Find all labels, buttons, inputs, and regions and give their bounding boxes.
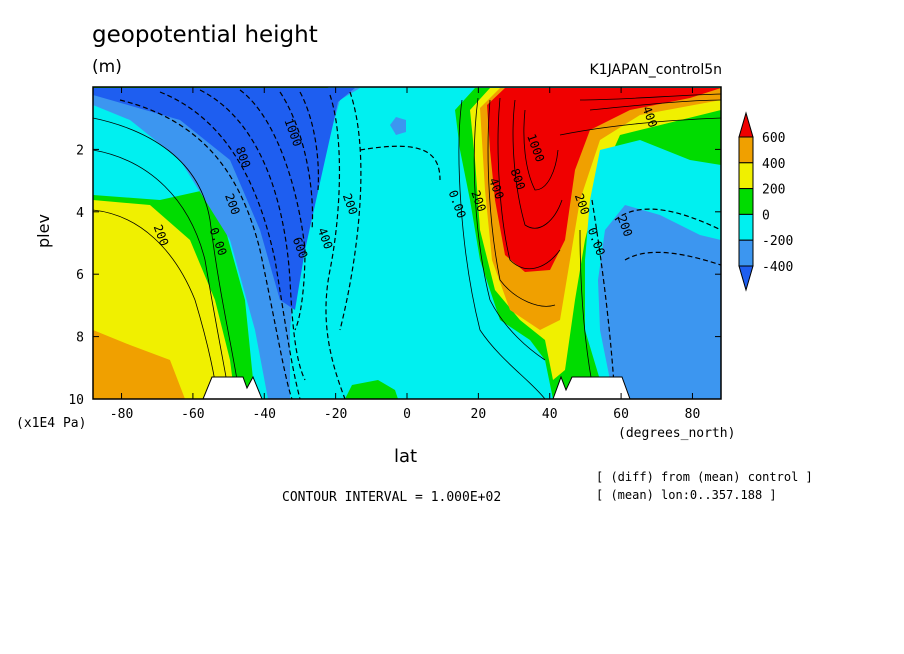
contour-line: [579, 229, 596, 399]
contour-line: [93, 149, 231, 399]
x-tick-label: 80: [685, 407, 701, 422]
colorbar-label: -400: [762, 260, 793, 275]
colorbar: 600 400 200 0 -200 -400: [738, 111, 793, 292]
contour-line: [559, 117, 721, 136]
contour-line: [458, 99, 546, 399]
colorbar-bottom-arrow: [738, 265, 754, 292]
topography-right: [552, 375, 631, 400]
y-tick-label: 6: [76, 268, 84, 283]
contour-line: [93, 209, 219, 399]
contour-line: [614, 208, 721, 231]
colorbar-label: 0: [762, 208, 770, 223]
x-tick-label: 40: [542, 407, 558, 422]
colorbar-label: -200: [762, 234, 793, 249]
colorbar-segment: [738, 136, 754, 164]
field-equator-positive: [345, 380, 398, 399]
run-name: K1JAPAN_control5n: [589, 62, 722, 78]
field-south-400: [93, 330, 185, 399]
contour-label: 0.00: [585, 226, 608, 258]
chart-units: (m): [92, 57, 122, 77]
x-tick-label: -60: [181, 407, 204, 422]
y-tick-label: 4: [76, 206, 84, 221]
colorbar-segment: [738, 162, 754, 190]
field-north-400: [480, 88, 721, 330]
field-north-neg-lobe: [598, 205, 721, 399]
field-north-neg-zone: [585, 140, 721, 399]
contour-label: 200: [615, 213, 636, 238]
contour-line: [299, 91, 319, 191]
contour-line: [589, 99, 721, 111]
contour-label: 200: [572, 192, 593, 217]
contour-line: [119, 99, 293, 399]
colorbar-segment: [738, 213, 754, 241]
contour-line: [579, 93, 721, 101]
contour-line: [325, 94, 346, 399]
chart-title: geopotential height: [92, 22, 318, 48]
field-south-200: [93, 200, 235, 399]
topography-left: [202, 375, 263, 400]
contour-label: 0.00: [446, 188, 469, 220]
contour-line: [339, 91, 362, 331]
contour-line: [159, 91, 301, 399]
contour-line: [359, 145, 441, 181]
y-axis-unit: (x1E4 Pa): [16, 416, 87, 431]
field-south-neg-lobe: [93, 88, 360, 399]
note-diff: [ (diff) from (mean) control ]: [596, 470, 813, 484]
plot-frame: [92, 86, 722, 400]
contour-label: 200: [222, 192, 243, 217]
contour-label: 200: [468, 188, 489, 213]
field-north-peak: [487, 88, 721, 272]
contour-line: [512, 99, 563, 229]
contour-line: [473, 97, 546, 361]
field-north-positive: [455, 88, 721, 399]
contour-label: 400: [640, 104, 661, 129]
x-axis-label: lat: [394, 446, 418, 467]
contour-line: [487, 99, 556, 307]
x-tick-label: 20: [471, 407, 487, 422]
field-background: [93, 87, 721, 399]
contour-line: [624, 251, 721, 266]
colorbar-top-arrow: [738, 111, 754, 138]
colorbar-label: 600: [762, 131, 785, 146]
contour-line: [93, 117, 241, 399]
contour-line: [497, 97, 561, 269]
y-tick-label: 8: [76, 331, 84, 346]
colorbar-segment: [738, 239, 754, 267]
x-tick-label: -80: [110, 407, 133, 422]
x-tick-label: 0: [403, 407, 411, 422]
contour-line: [591, 199, 616, 399]
contour-interval: CONTOUR INTERVAL = 1.000E+02: [282, 490, 502, 505]
contour-line: [199, 89, 306, 381]
field-south-upper-neg: [93, 88, 330, 200]
x-axis-unit: (degrees_north): [618, 426, 736, 441]
contour-line: [239, 89, 306, 331]
x-tick-label: -40: [253, 407, 276, 422]
contour-label: 600: [290, 235, 311, 260]
y-tick-label: 2: [76, 143, 84, 158]
colorbar-label: 400: [762, 157, 785, 172]
contour-label: 0.00: [207, 226, 230, 258]
field-south-deep-neg: [93, 88, 355, 310]
contour-label: 800: [508, 167, 529, 192]
field-equator-negative: [390, 117, 406, 135]
field-south-positive: [93, 87, 330, 399]
contour-label: 1000: [524, 132, 547, 164]
colorbar-label: 200: [762, 183, 785, 198]
contour-line: [523, 109, 559, 191]
x-tick-label: 60: [613, 407, 629, 422]
y-tick-label: 10: [68, 393, 84, 408]
contour-label: 200: [340, 192, 361, 217]
contour-label: 800: [233, 145, 254, 170]
contour-label: 1000: [281, 116, 304, 148]
contour-label: 400: [486, 176, 507, 201]
x-tick-label: -20: [324, 407, 347, 422]
colorbar-segment: [738, 188, 754, 215]
field-north-200: [470, 88, 721, 380]
contour-label: 400: [315, 226, 336, 251]
note-mean: [ (mean) lon:0..357.188 ]: [596, 488, 777, 502]
contour-label: 200: [151, 223, 172, 248]
y-axis-label: plev: [34, 214, 53, 248]
contour-line: [279, 91, 314, 231]
